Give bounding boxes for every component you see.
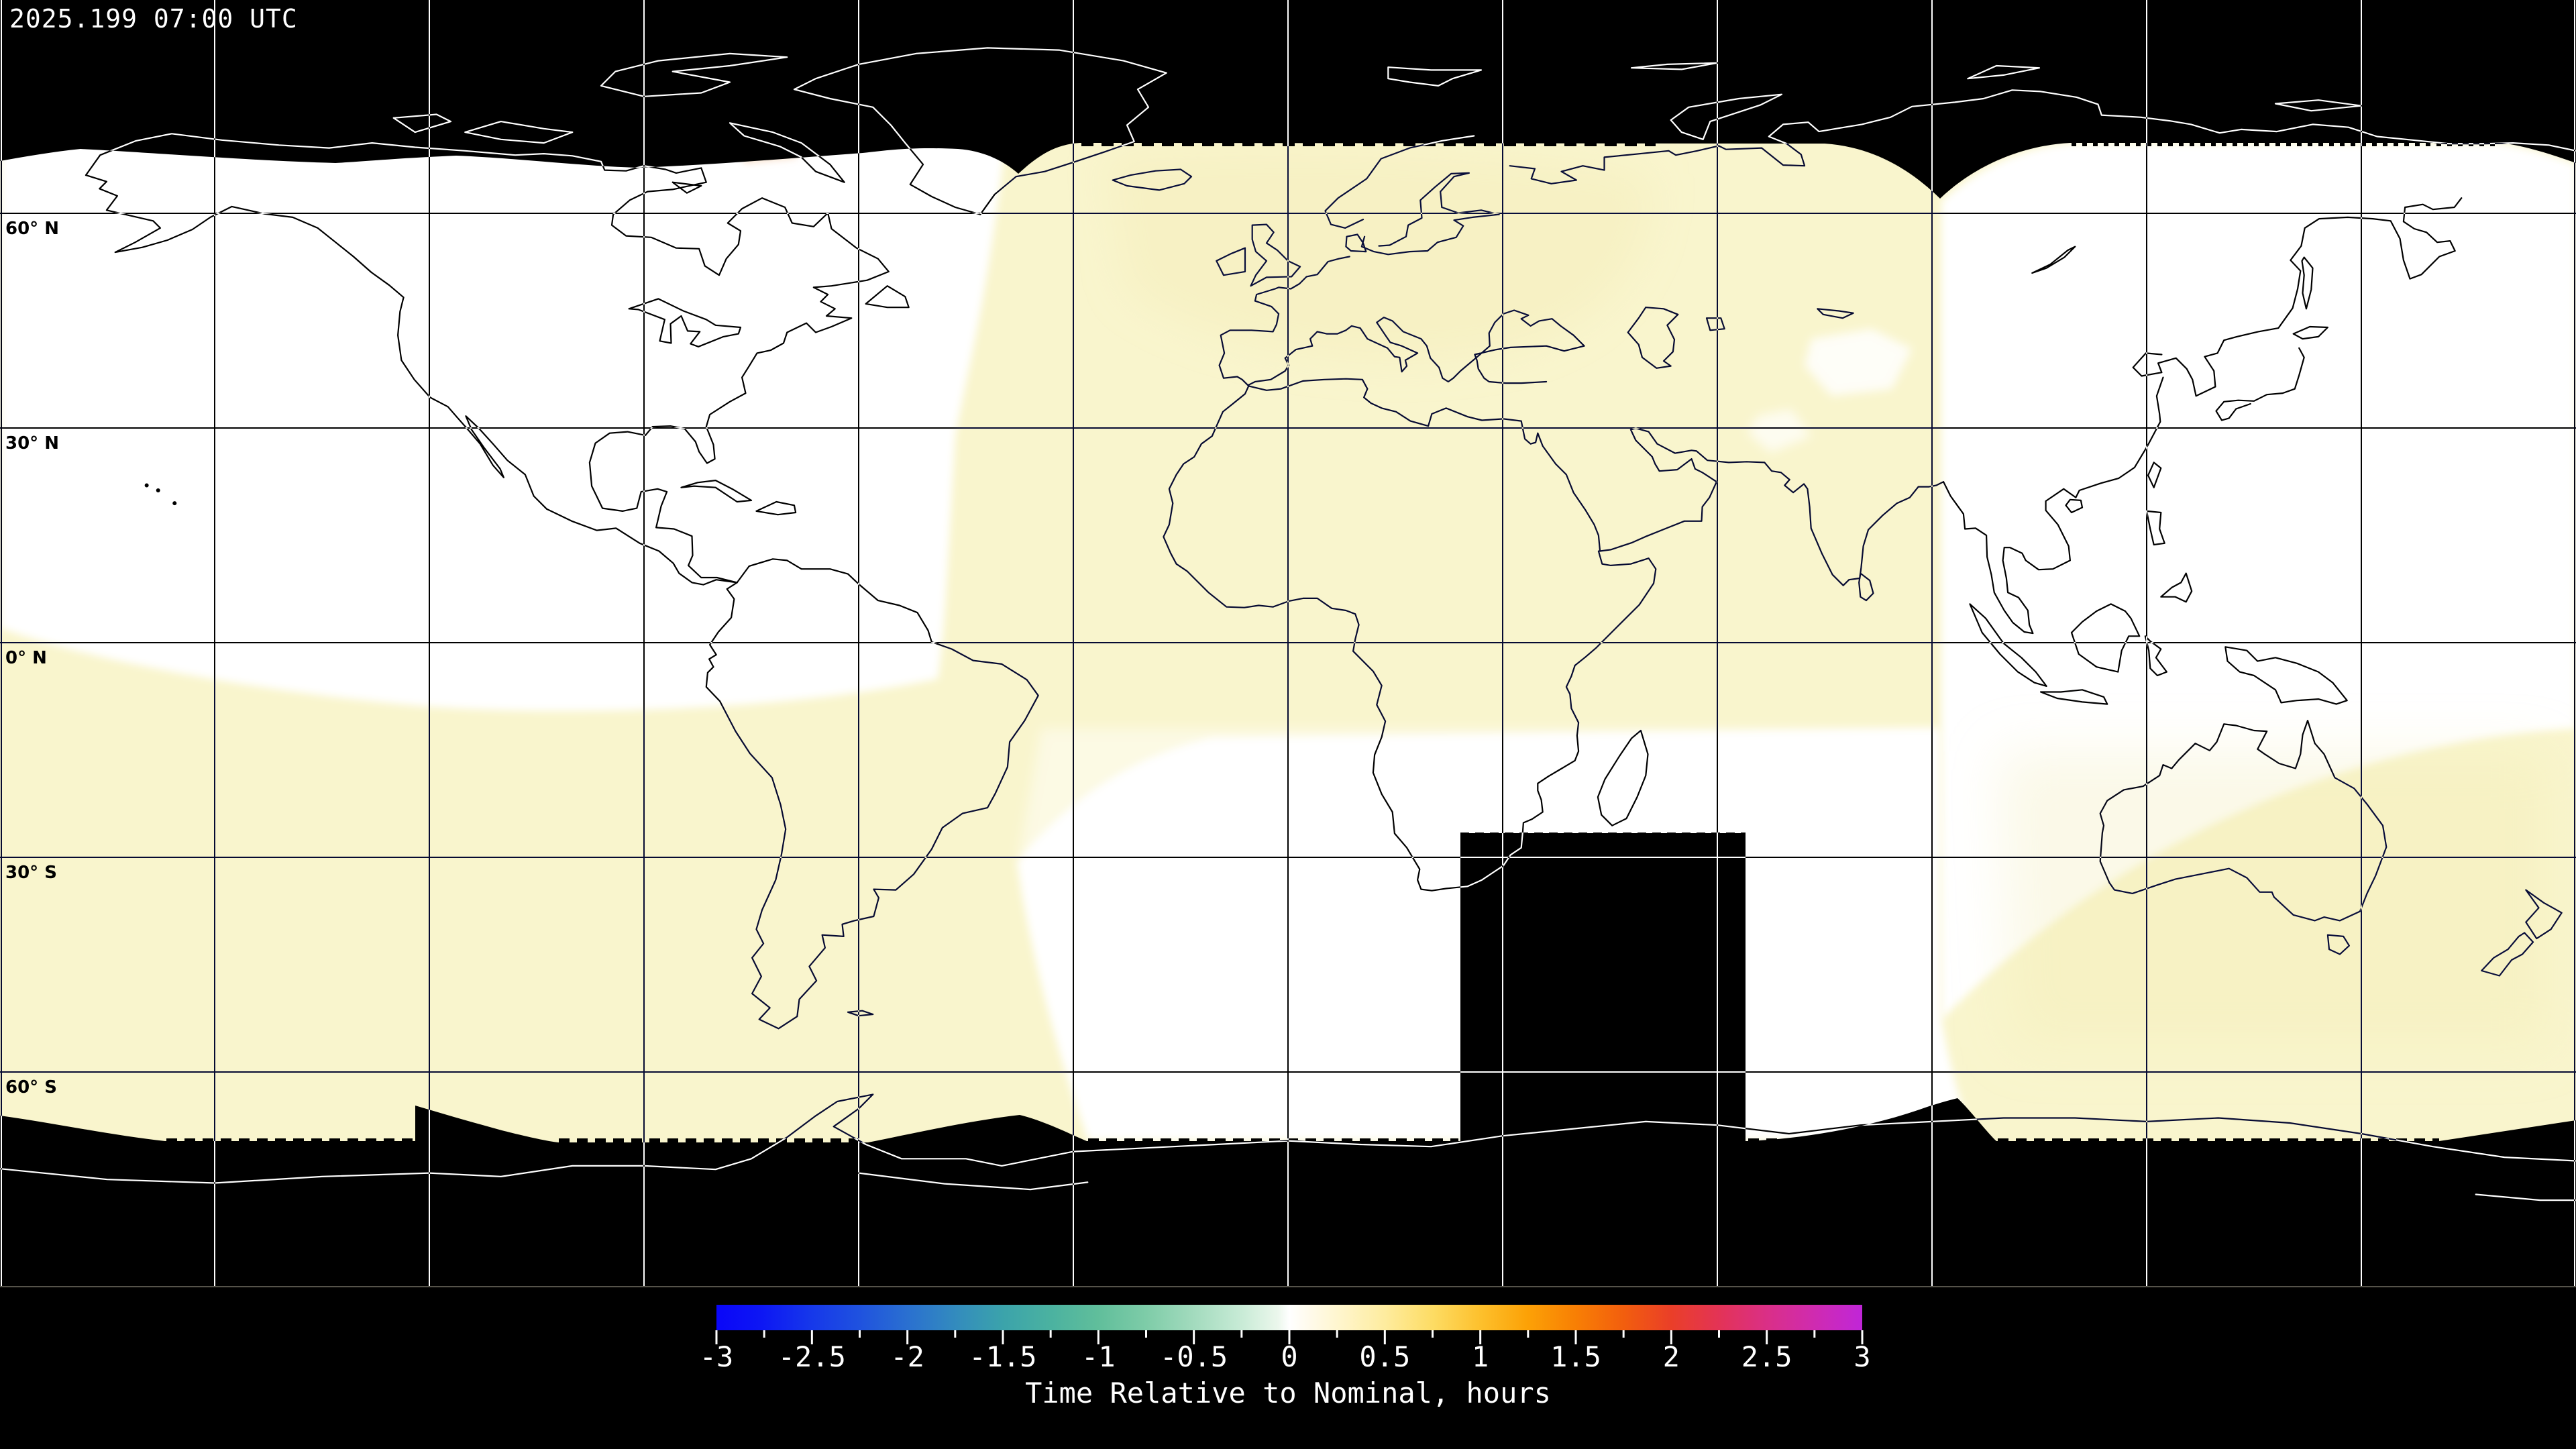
colorbar-tick-label-0: 0 — [1281, 1340, 1298, 1373]
coastline-severnaya — [1967, 64, 2041, 80]
colorbar-caption: Time Relative to Nominal, hours — [1025, 1377, 1551, 1409]
tint-deeper-australia — [1999, 751, 2549, 1046]
noise-speckles-2 — [1748, 409, 1811, 453]
coastline-baffin — [729, 122, 845, 183]
coastline-nz_south — [2481, 932, 2534, 977]
coastline-southampton — [672, 181, 702, 194]
coastline-taiwan — [2147, 462, 2162, 488]
colorbar-tick-label-1: 1 — [1472, 1340, 1489, 1373]
coastline-caspian — [1627, 307, 1679, 369]
lat-label-60S: 60° S — [5, 1077, 57, 1097]
coastline-hokkaido — [2292, 325, 2328, 340]
lat-label-30S: 30° S — [5, 863, 57, 883]
noise-speckles-1 — [1805, 329, 1912, 396]
small-island-dot — [144, 483, 149, 488]
colorbar-tick-label-2: 2 — [1662, 1340, 1680, 1373]
coastline-antarctica — [0, 1093, 2576, 1184]
coastline-denmark — [1345, 233, 1367, 253]
coastline-south_asia_africa — [1163, 376, 2164, 892]
coastline-na_west — [85, 174, 738, 586]
coastline-borneo — [2070, 603, 2141, 673]
coastline-new_guinea — [2224, 646, 2348, 705]
colorbar-tick-label-0.5: 0.5 — [1359, 1340, 1411, 1373]
coastline-ross_shelf — [2475, 1193, 2576, 1201]
colorbar-tick-label--3: -3 — [699, 1340, 734, 1373]
swath-white-west — [0, 134, 1006, 711]
coastline-hainan — [2065, 498, 2084, 514]
coastline-nz_north — [2525, 889, 2563, 940]
colorbar-tick-label--0.5: -0.5 — [1160, 1340, 1228, 1373]
coastline-balkhash — [1817, 308, 1854, 319]
lat-label-60N: 60° N — [5, 219, 59, 239]
coastline-aral — [1705, 317, 1725, 331]
coastline-novaya_zemlya — [1670, 93, 1783, 140]
coastline-svalbard — [1387, 66, 1483, 87]
coastline-banks_is — [392, 113, 452, 133]
coastline-luzon — [2145, 510, 2165, 546]
coastline-madagascar — [1597, 729, 1649, 826]
coastline-greenland — [793, 47, 1167, 215]
coastline-ronne_shelf — [857, 1172, 1089, 1191]
timestamp-title: 2025.199 07:00 UTC — [9, 4, 298, 34]
coastline-hispaniola — [755, 500, 797, 516]
coastline-baykal — [2031, 246, 2076, 274]
colorbar-tick-label-2.5: 2.5 — [1741, 1340, 1792, 1373]
coastline-sri_lanka — [1858, 572, 1874, 602]
coastline-tasmania — [2326, 934, 2350, 955]
coastline-iceland — [1112, 168, 1193, 191]
coastline-norway — [1324, 135, 1475, 229]
small-island-dot — [156, 488, 160, 492]
coastline-falklands — [847, 1010, 874, 1017]
nodata-missing-granule-rect — [1460, 833, 1746, 1144]
coastline-victoria_is — [464, 121, 574, 144]
colorbar-tick-label--2.5: -2.5 — [777, 1340, 846, 1373]
coastline-russia_arctic — [1509, 89, 2576, 184]
coastline-cuba — [680, 479, 753, 503]
coastline-sulawesi — [2144, 635, 2167, 677]
tint-deeper-europe — [1107, 149, 1651, 360]
swath-white-south-central-faint — [1018, 729, 1939, 859]
graticule — [0, 0, 2576, 1287]
colorbar-ticks — [715, 1330, 1864, 1344]
coastline-ireland — [1216, 247, 1246, 276]
coastline-franz_josef — [1630, 62, 1719, 70]
coastline-mindanao — [2160, 572, 2193, 603]
coastline-sakhalin — [2301, 256, 2314, 310]
coastline-japan_main — [2215, 347, 2305, 421]
colorbar-tick-label-1.5: 1.5 — [1550, 1340, 1601, 1373]
colorbar-gradient-bar — [716, 1305, 1862, 1330]
colorbar-tick-label--1: -1 — [1081, 1340, 1116, 1373]
colorbar-tick-label--1.5: -1.5 — [969, 1340, 1037, 1373]
coastline-new_siberian — [2274, 99, 2363, 112]
colorbar-tick-label--2: -2 — [890, 1340, 924, 1373]
coastline-ellesmere — [600, 52, 788, 97]
colorbar-tick-label-3: 3 — [1854, 1340, 1871, 1373]
coastline-uk — [1250, 223, 1301, 287]
coastline-south_america — [705, 558, 1039, 1030]
small-island-dot — [172, 501, 177, 506]
coastline-europe_south — [1218, 256, 1585, 386]
coastline-baltic — [1360, 172, 1500, 256]
coastline-na_arctic_east — [85, 133, 890, 584]
lat-label-30N: 30° N — [5, 433, 59, 453]
coastline-great_lakes — [628, 298, 742, 347]
coastline-australia — [2099, 719, 2387, 922]
coastline-java — [2040, 689, 2108, 705]
coastlines — [0, 47, 2576, 1201]
coastline-east_asia — [2132, 197, 2463, 397]
coastline-newfoundland — [865, 285, 910, 309]
coastline-sumatra — [1969, 603, 2047, 688]
lat-label-0N: 0° N — [5, 648, 47, 668]
